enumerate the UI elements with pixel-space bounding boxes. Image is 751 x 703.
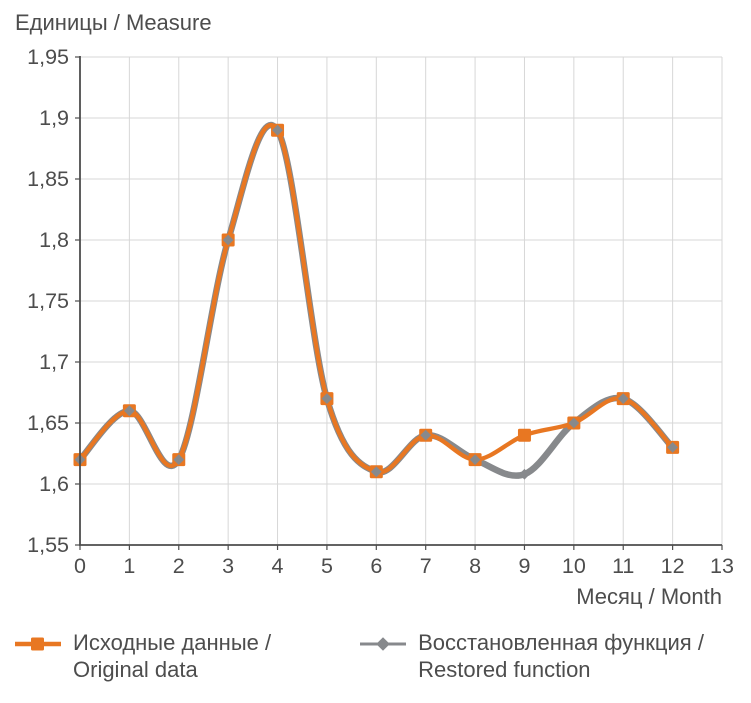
legend-label-line: Original data — [73, 657, 198, 682]
y-tick-label: 1,8 — [39, 228, 69, 252]
x-tick-label: 0 — [74, 554, 86, 578]
x-tick-label: 13 — [710, 554, 734, 578]
x-tick-label: 6 — [370, 554, 382, 578]
diamond-marker-icon — [469, 454, 481, 465]
x-tick-label: 3 — [222, 554, 234, 578]
x-tick-label: 12 — [661, 554, 685, 578]
y-tick-label: 1,6 — [39, 472, 69, 496]
x-axis-label: Месяц / Month — [576, 584, 722, 609]
y-tick-label: 1,95 — [27, 45, 69, 69]
legend-item-restored-function: Восстановленная функция / Restored funct… — [359, 629, 704, 683]
legend-item-original-data: Исходные данные / Original data — [14, 629, 271, 683]
legend-label-restored-function: Восстановленная функция / Restored funct… — [418, 629, 704, 683]
square-marker-icon — [517, 428, 531, 442]
y-tick-label: 1,85 — [27, 167, 69, 191]
diamond-marker-icon — [617, 393, 629, 404]
diamond-marker-icon — [272, 124, 283, 136]
y-tick-label: 1,7 — [39, 350, 69, 374]
diamond-marker-icon — [370, 466, 382, 478]
x-tick-label: 4 — [272, 554, 284, 578]
legend-label-line: Restored function — [418, 657, 591, 682]
diamond-marker-icon — [123, 405, 135, 417]
diamond-marker-icon — [519, 468, 530, 480]
y-tick-label: 1,55 — [27, 533, 69, 557]
x-tick-label: 2 — [173, 554, 185, 578]
diamond-marker-icon — [667, 442, 679, 453]
chart-title: Единицы / Measure — [15, 10, 212, 35]
legend-label-original-data: Исходные данные / Original data — [73, 629, 271, 683]
tick-labels: 0 1 2 3 4 5 6 7 8 9 10 11 12 131,951,91,851,81,751,71… — [27, 45, 734, 578]
x-tick-label: 5 — [321, 554, 333, 578]
x-tick-label: 9 — [518, 554, 530, 578]
series-markers-restored-function — [74, 124, 679, 480]
grid-lines — [80, 56, 723, 545]
legend-label-line: Исходные данные / — [73, 630, 272, 655]
x-tick-label: 10 — [562, 554, 586, 578]
y-tick-label: 1,9 — [39, 106, 69, 130]
y-tick-label: 1,75 — [27, 289, 69, 313]
diamond-marker-icon — [568, 417, 580, 429]
legend-label-line: Восстановленная функция / — [418, 630, 704, 655]
diamond-marker-icon — [173, 454, 185, 465]
legend: Исходные данные / Original data Восстано… — [14, 629, 704, 683]
x-tick-label: 1 — [123, 554, 135, 578]
x-tick-label: 8 — [469, 554, 481, 578]
tick-marks — [75, 56, 723, 550]
diamond-marker-icon — [321, 393, 333, 404]
diamond-marker-icon — [420, 429, 432, 441]
diamond-marker-icon — [222, 234, 234, 246]
legend-square-marker-icon — [15, 637, 61, 651]
y-tick-label: 1,65 — [27, 411, 69, 435]
legend-diamond-marker-icon — [360, 637, 407, 651]
x-tick-label: 11 — [612, 554, 634, 578]
plot-area: 0 1 2 3 4 5 6 7 8 9 10 11 12 131,951,91,851,81,751,71… — [27, 45, 734, 578]
x-tick-label: 7 — [420, 554, 432, 578]
